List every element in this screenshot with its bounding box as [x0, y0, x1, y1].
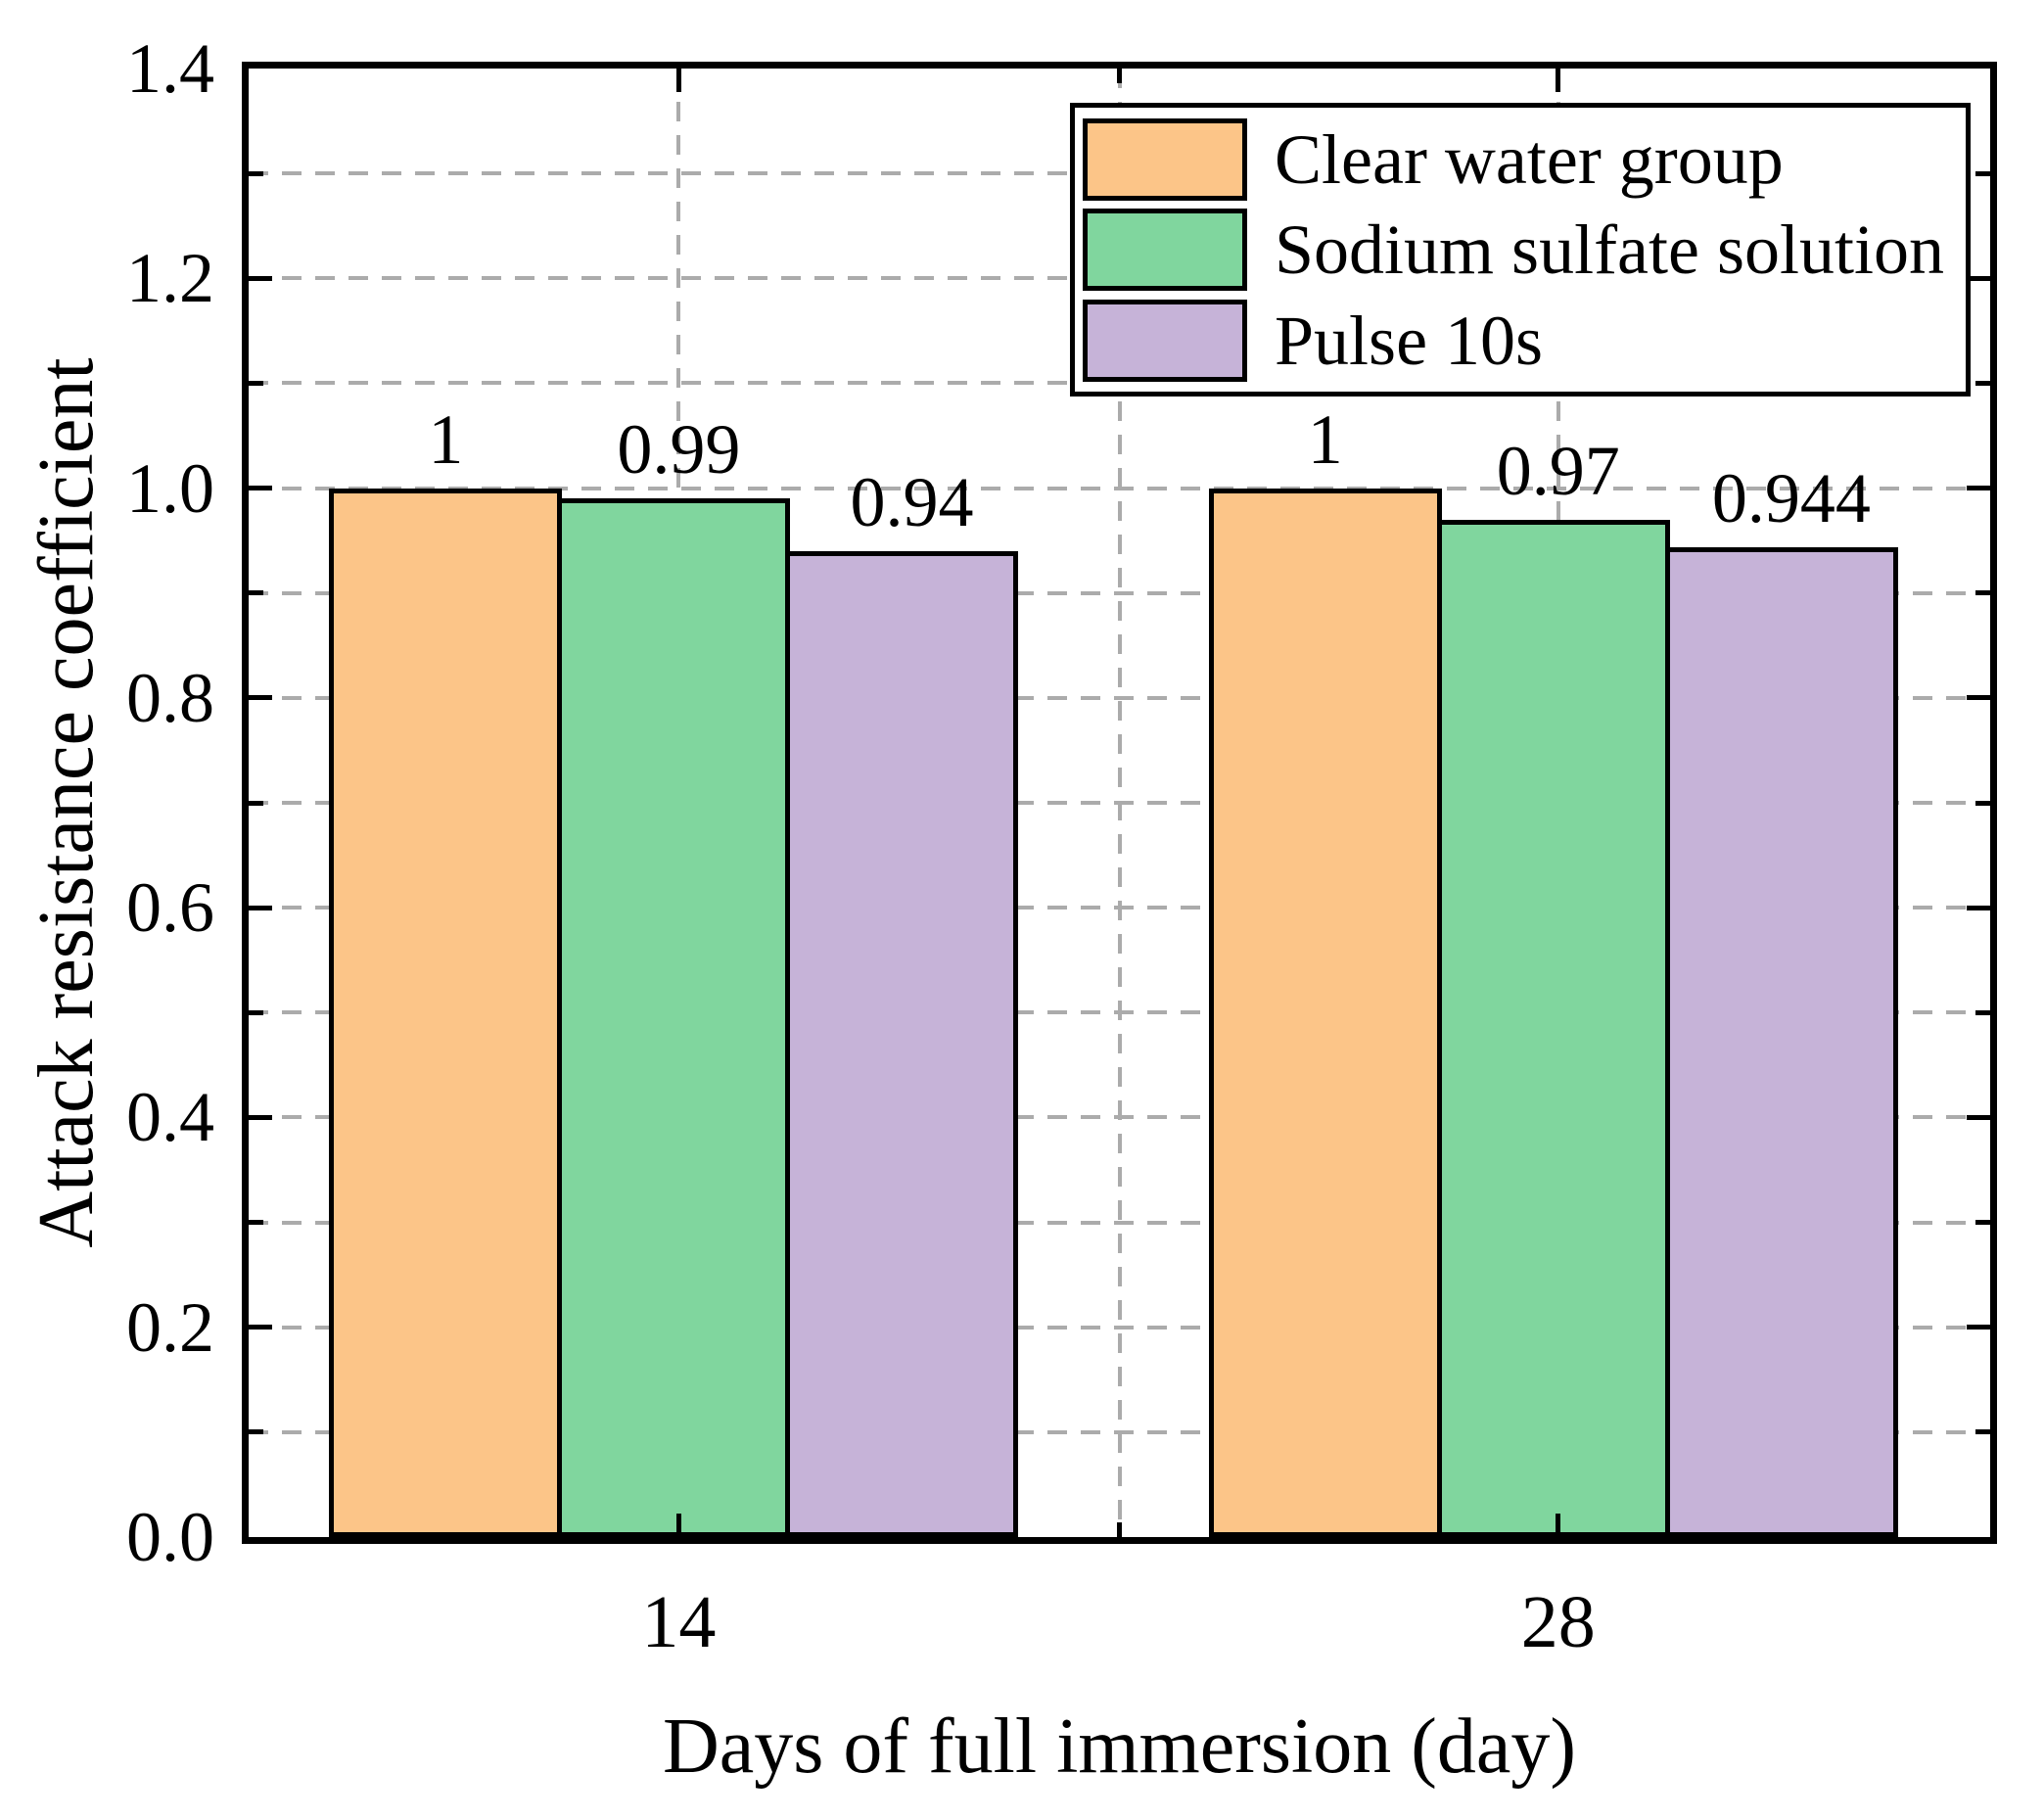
legend-swatch-pulse-10s: [1083, 299, 1247, 382]
x-axis-tick-bottom: [1117, 1522, 1122, 1537]
y-tick-label: 0.0: [126, 1498, 214, 1576]
legend-swatch-clear-water-group: [1083, 117, 1247, 201]
legend-label: Clear water group: [1275, 119, 1784, 199]
y-axis-tick-right: [1967, 1114, 1990, 1120]
y-axis-tick-left: [249, 170, 263, 176]
x-axis-tick-top: [1117, 69, 1122, 83]
y-axis-tick-right: [1975, 1220, 1990, 1226]
y-tick-label: 0.6: [126, 868, 214, 948]
y-tick-label: 1.2: [126, 239, 214, 318]
legend-label: Pulse 10s: [1275, 301, 1544, 380]
y-axis-tick-left: [249, 590, 263, 596]
bar-value-label: 0.97: [1496, 431, 1620, 510]
y-axis-tick-left: [249, 800, 263, 806]
bar-pulse-10s-28: [1664, 546, 1898, 1537]
y-tick-label: 1.4: [126, 29, 214, 108]
y-axis-tick-left: [249, 380, 263, 386]
legend: Clear water group Sodium sulfate solution…: [1070, 103, 1971, 397]
legend-row: Clear water group: [1075, 117, 1966, 201]
bar-value-label: 0.944: [1711, 458, 1871, 537]
v-gridline-minor: [1117, 69, 1122, 1537]
bar-pulse-10s-14: [785, 550, 1019, 1537]
y-axis-tick-right: [1975, 590, 1990, 596]
y-tick-label: 0.8: [126, 658, 214, 737]
y-axis-tick-right: [1967, 695, 1990, 701]
y-axis-tick-left: [249, 486, 272, 491]
bar-clear-water-group-28: [1208, 488, 1442, 1537]
x-axis-tick-top: [1556, 69, 1561, 92]
y-tick-label: 0.4: [126, 1078, 214, 1157]
y-axis-tick-left: [249, 1220, 263, 1226]
bar-value-label: 1: [1307, 399, 1343, 479]
x-tick-label: 28: [1520, 1581, 1596, 1663]
bar-value-label: 0.94: [850, 462, 974, 541]
legend-swatch-sodium-sulfate-solution: [1083, 209, 1247, 291]
y-axis-tick-left: [249, 695, 272, 701]
bar-value-label: 1: [428, 399, 464, 479]
y-axis-tick-right: [1975, 380, 1990, 386]
y-axis-tick-left: [249, 1429, 263, 1435]
legend-label: Sodium sulfate solution: [1275, 210, 1944, 289]
bar-value-label: 0.99: [617, 410, 741, 490]
legend-row: Pulse 10s: [1075, 299, 1966, 382]
y-axis-tick-left: [249, 1009, 263, 1015]
y-axis-tick-left: [249, 1325, 272, 1330]
y-axis-tick-right: [1975, 170, 1990, 176]
legend-row: Sodium sulfate solution: [1075, 209, 1966, 291]
y-axis-tick-right: [1967, 1325, 1990, 1330]
y-axis-tick-left: [249, 1114, 272, 1120]
x-axis-tick-bottom: [675, 1514, 681, 1537]
y-axis-tick-right: [1975, 800, 1990, 806]
bar-sodium-sulfate-solution-28: [1436, 519, 1670, 1537]
y-axis-tick-right: [1967, 905, 1990, 910]
y-axis-tick-left: [249, 905, 272, 910]
y-axis-tick-right: [1975, 1429, 1990, 1435]
x-axis-tick-top: [675, 69, 681, 92]
y-tick-label: 1.0: [126, 448, 214, 528]
x-axis-title: Days of full immersion (day): [662, 1703, 1577, 1790]
bar-sodium-sulfate-solution-14: [557, 498, 791, 1537]
x-axis-tick-bottom: [1556, 1514, 1561, 1537]
y-tick-label: 0.2: [126, 1287, 214, 1367]
x-tick-label: 14: [641, 1581, 717, 1663]
y-axis-tick-right: [1967, 486, 1990, 491]
bar-clear-water-group-14: [329, 488, 563, 1537]
y-axis-tick-right: [1975, 1009, 1990, 1015]
plot-area: 1 0.99 0.94 1 0.97 0.944 Clear water group Sodi…: [242, 62, 1997, 1544]
y-axis-tick-left: [249, 275, 272, 281]
y-axis-tick-right: [1967, 275, 1990, 281]
